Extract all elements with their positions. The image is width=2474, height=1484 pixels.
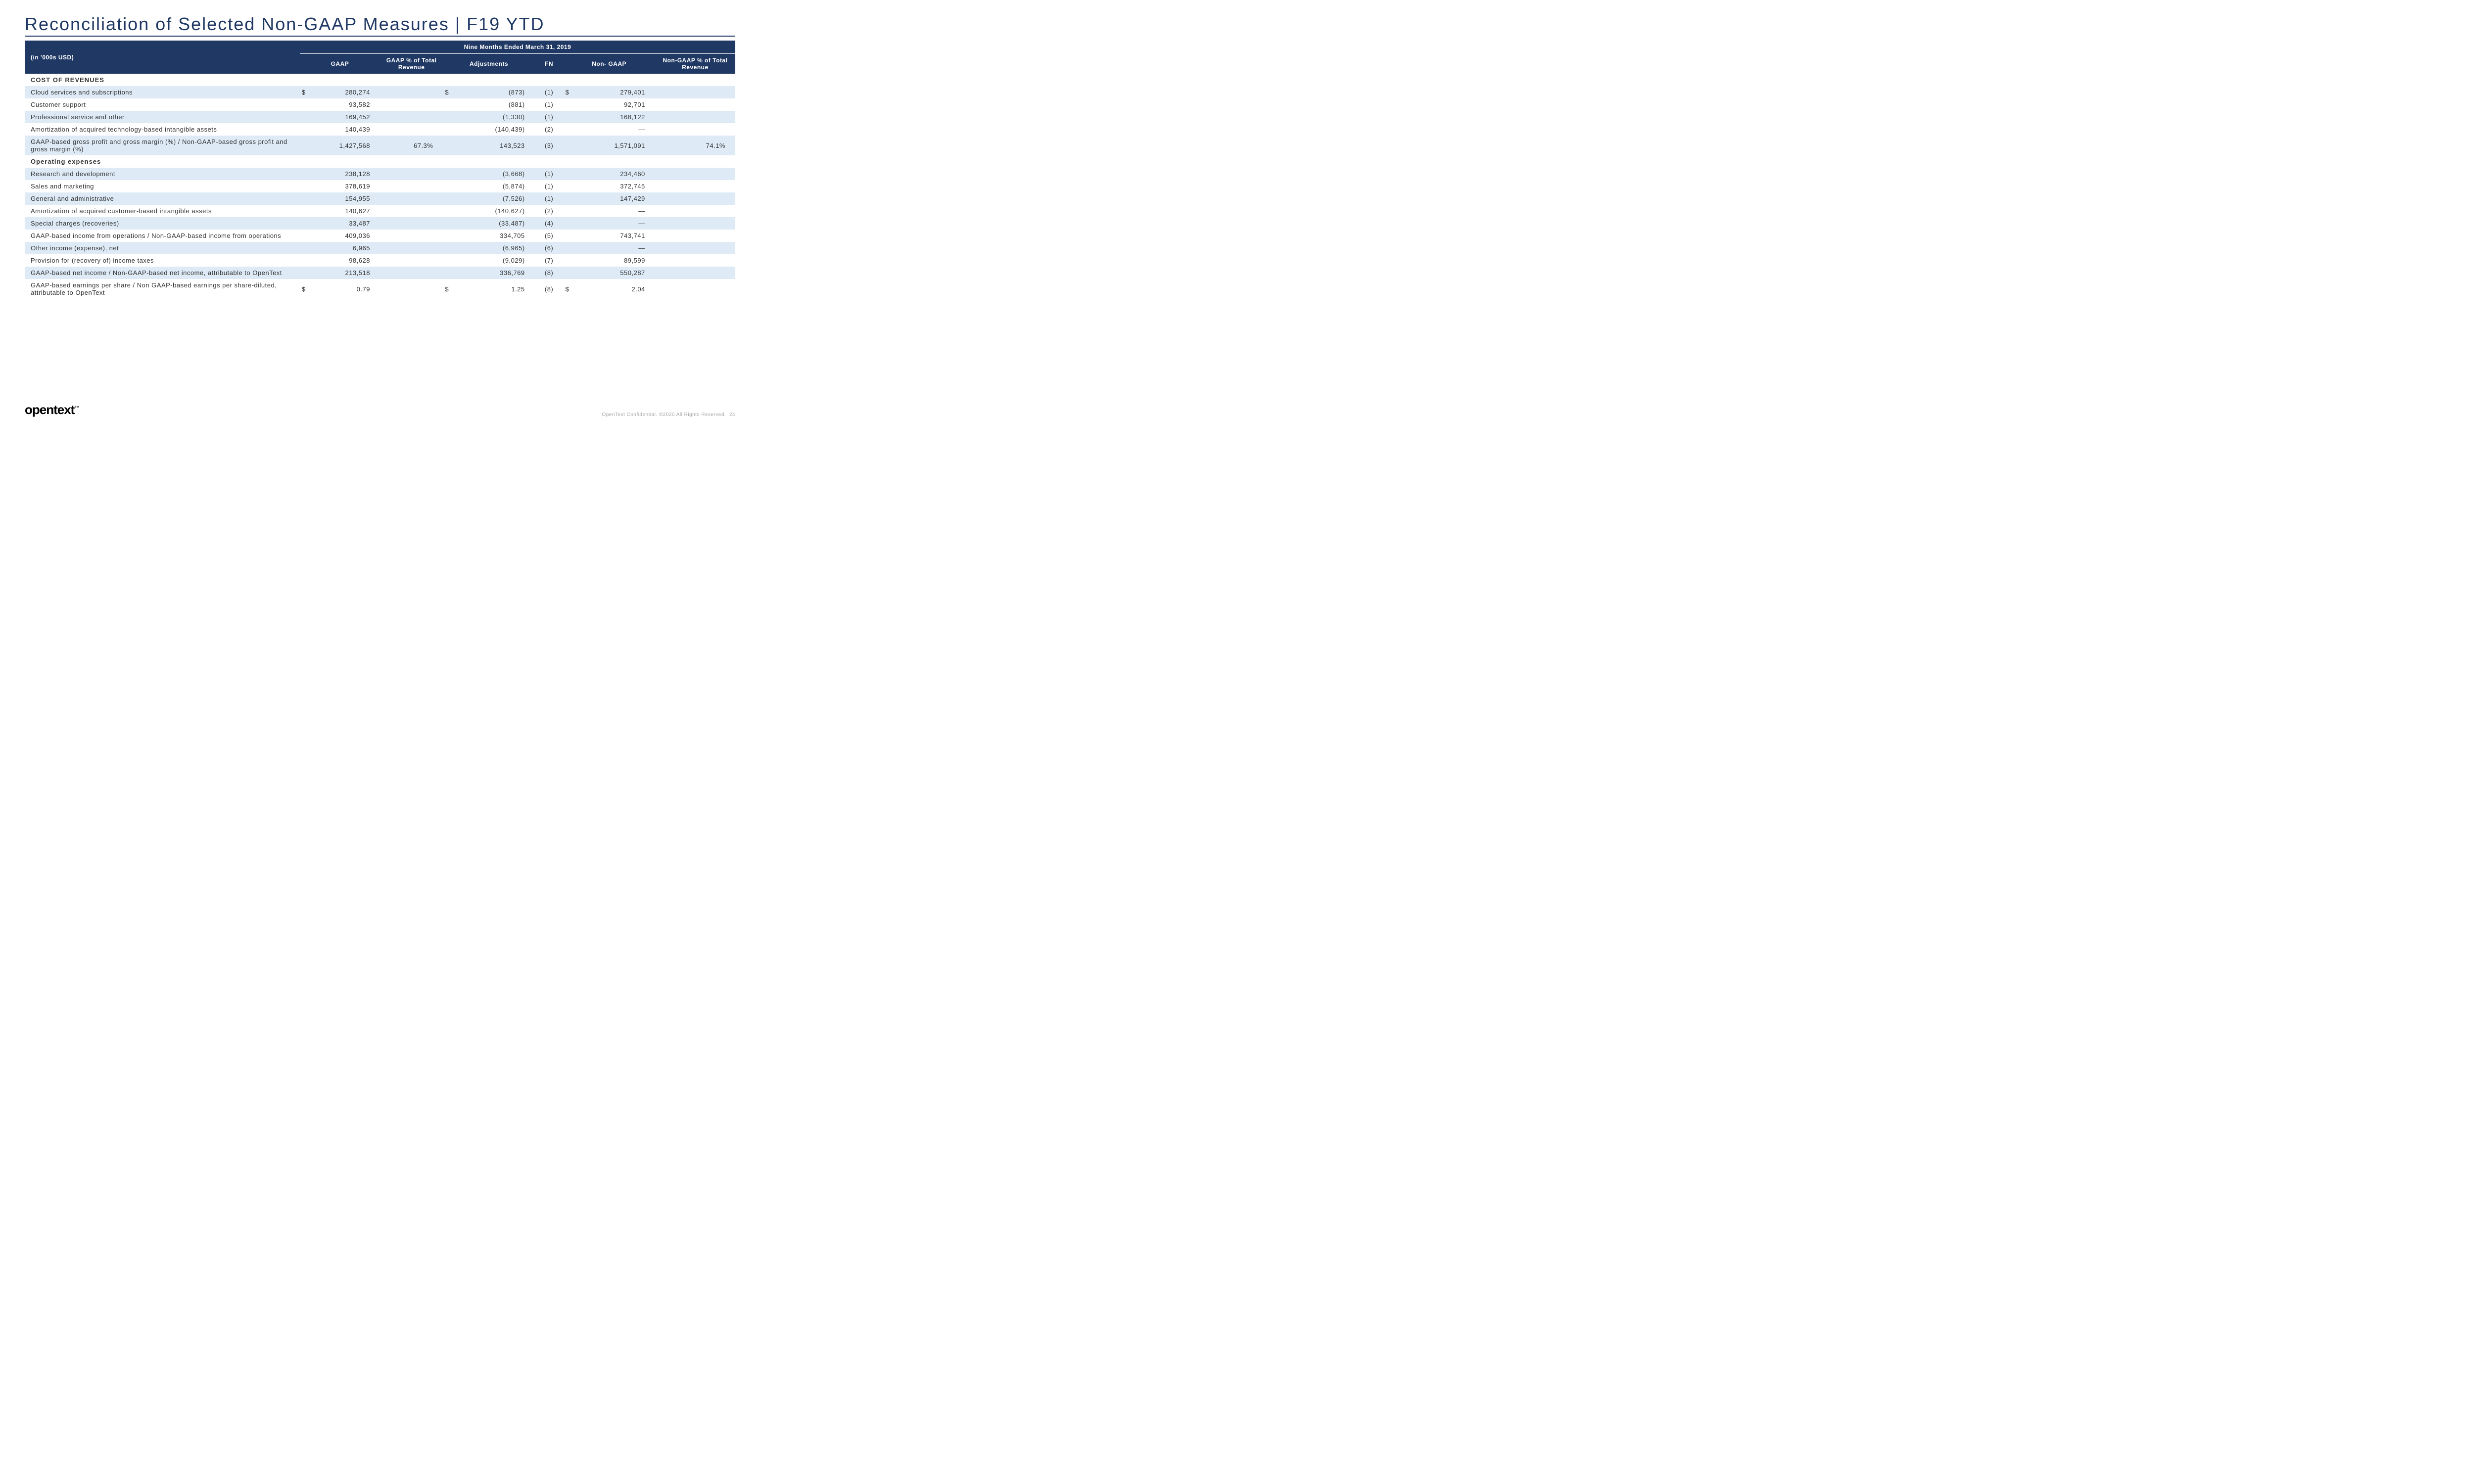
table-row: GAAP-based earnings per share / Non GAAP… xyxy=(25,279,735,299)
section-opex: Operating expenses xyxy=(25,155,735,168)
footer: opentext™ OpenText Confidential. ©2020 A… xyxy=(25,396,735,417)
col-gaap-pct: GAAP % of Total Revenue xyxy=(380,54,443,74)
col-nongaap-pct: Non-GAAP % of Total Revenue xyxy=(655,54,735,74)
slide-title: Reconciliation of Selected Non-GAAP Meas… xyxy=(25,14,735,37)
logo: opentext™ xyxy=(25,402,79,417)
table-row: GAAP-based income from operations / Non-… xyxy=(25,230,735,242)
table-row: Other income (expense), net6,965(6,965)(… xyxy=(25,242,735,254)
reconciliation-table: (in '000s USD) Nine Months Ended March 3… xyxy=(25,41,735,299)
table-row: Special charges (recoveries)33,487(33,48… xyxy=(25,217,735,230)
copyright: OpenText Confidential. ©2020 All Rights … xyxy=(602,412,735,417)
section-cost: COST OF REVENUES xyxy=(25,74,735,86)
header-units: (in '000s USD) xyxy=(25,41,300,74)
col-fn: FN xyxy=(535,54,564,74)
header-period: Nine Months Ended March 31, 2019 xyxy=(300,41,735,54)
table-row: Customer support93,582(881)(1)92,701 xyxy=(25,98,735,111)
table-row: Professional service and other169,452(1,… xyxy=(25,111,735,123)
table-row: Research and development238,128(3,668)(1… xyxy=(25,168,735,180)
table-row: Amortization of acquired customer-based … xyxy=(25,205,735,217)
table-row: GAAP-based gross profit and gross margin… xyxy=(25,136,735,155)
col-gaap: GAAP xyxy=(300,54,380,74)
table-row: Provision for (recovery of) income taxes… xyxy=(25,254,735,267)
table-row: General and administrative154,955(7,526)… xyxy=(25,192,735,205)
table-row: Cloud services and subscriptions$280,274… xyxy=(25,86,735,98)
col-nongaap: Non- GAAP xyxy=(564,54,655,74)
table-row: GAAP-based net income / Non-GAAP-based n… xyxy=(25,267,735,279)
table-row: Sales and marketing378,619(5,874)(1)372,… xyxy=(25,180,735,192)
col-adjustments: Adjustments xyxy=(443,54,534,74)
table-row: Amortization of acquired technology-base… xyxy=(25,123,735,136)
page-number: 24 xyxy=(729,412,735,417)
